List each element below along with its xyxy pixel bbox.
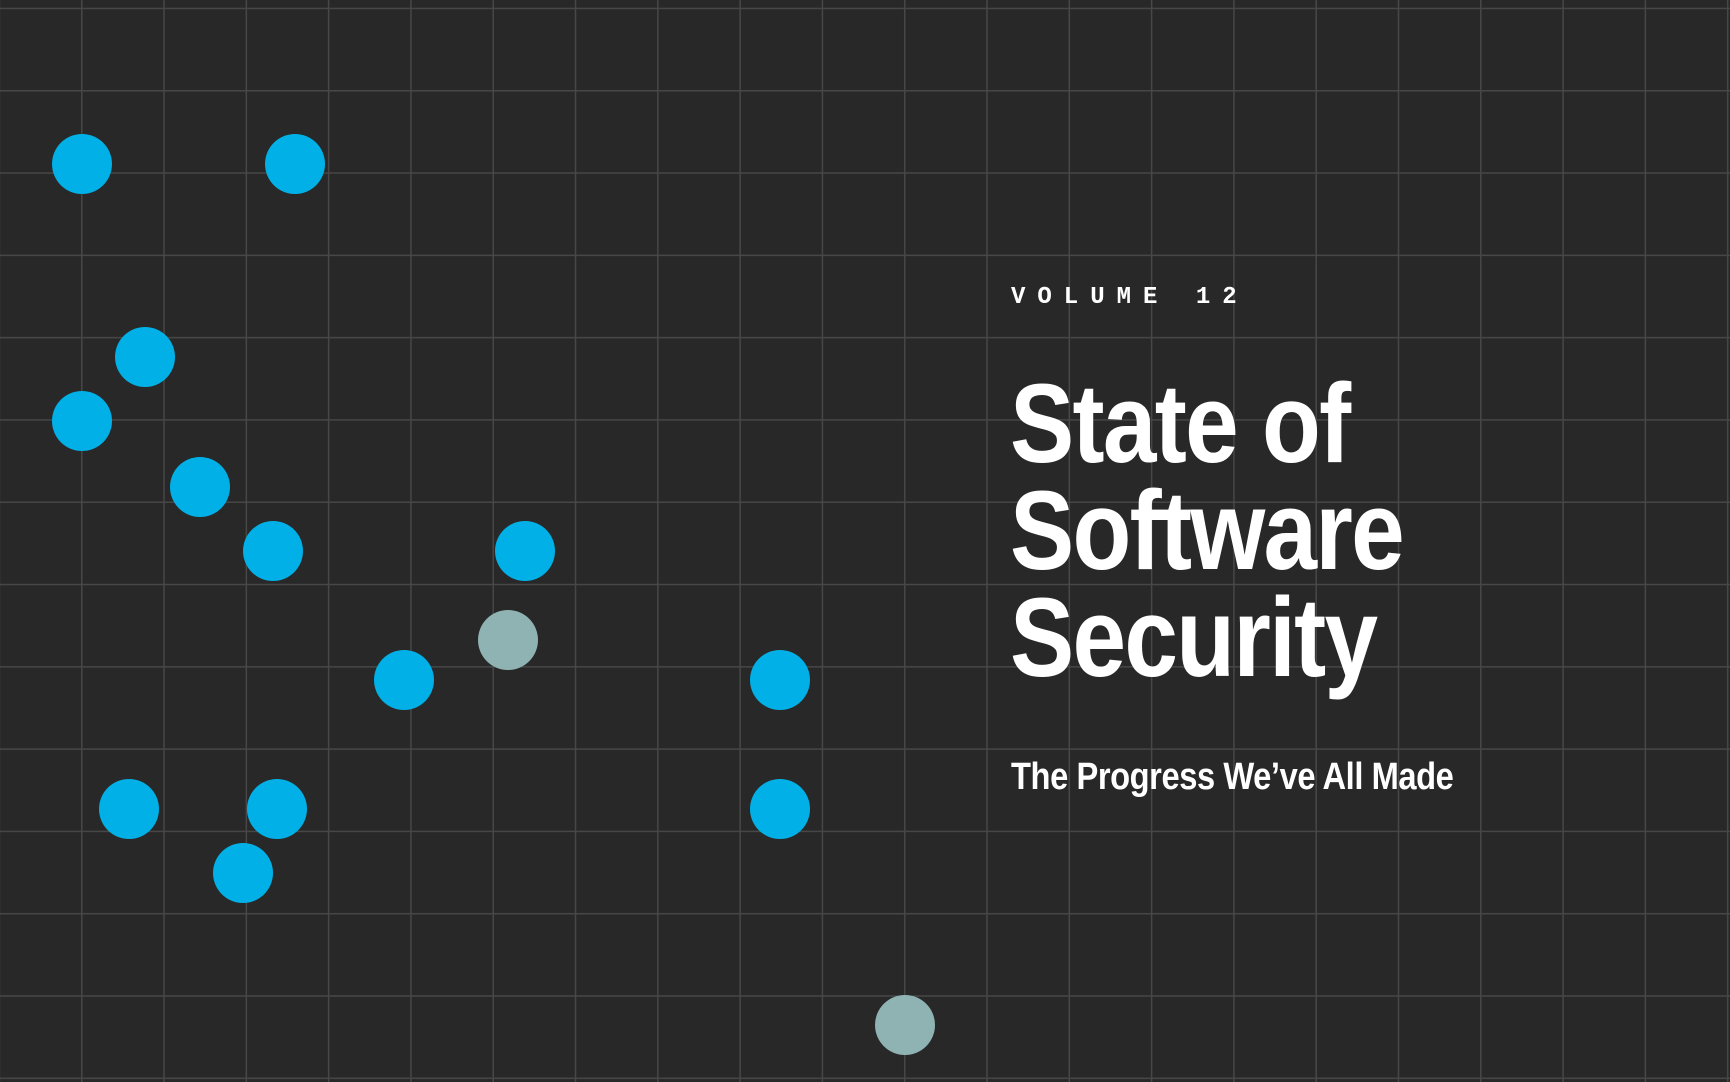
cover-title: State of Software Security bbox=[1010, 361, 1405, 700]
title-line: State of bbox=[1010, 361, 1351, 486]
blue-dot bbox=[52, 134, 112, 194]
gray-dot bbox=[478, 610, 538, 670]
blue-dot bbox=[750, 650, 810, 710]
cover-subtitle: The Progress We’ve All Made bbox=[1011, 756, 1454, 798]
blue-dot bbox=[243, 521, 303, 581]
blue-dot bbox=[170, 457, 230, 517]
blue-dot bbox=[115, 327, 175, 387]
blue-dot bbox=[213, 843, 273, 903]
blue-dot bbox=[247, 779, 307, 839]
blue-dot bbox=[99, 779, 159, 839]
title-line: Security bbox=[1010, 575, 1378, 700]
blue-dot bbox=[750, 779, 810, 839]
gray-dot bbox=[875, 995, 935, 1055]
blue-dot bbox=[265, 134, 325, 194]
volume-label: VOLUME 12 bbox=[1011, 284, 1249, 311]
blue-dot bbox=[495, 521, 555, 581]
blue-dot bbox=[374, 650, 434, 710]
blue-dot bbox=[52, 391, 112, 451]
title-line: Software bbox=[1010, 468, 1405, 593]
